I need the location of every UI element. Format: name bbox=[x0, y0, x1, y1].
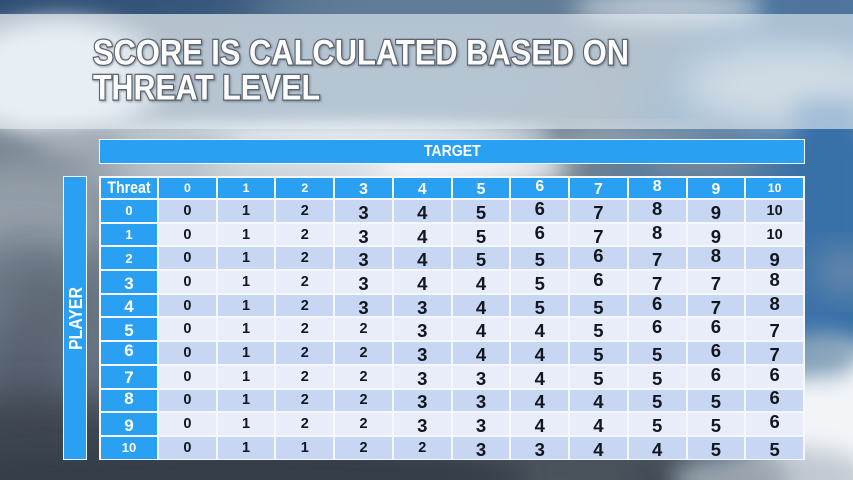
svg-text:THREAT LEVEL: THREAT LEVEL bbox=[93, 68, 320, 108]
svg-text:SCORE IS CALCULATED BASED ON: SCORE IS CALCULATED BASED ON bbox=[93, 33, 629, 73]
